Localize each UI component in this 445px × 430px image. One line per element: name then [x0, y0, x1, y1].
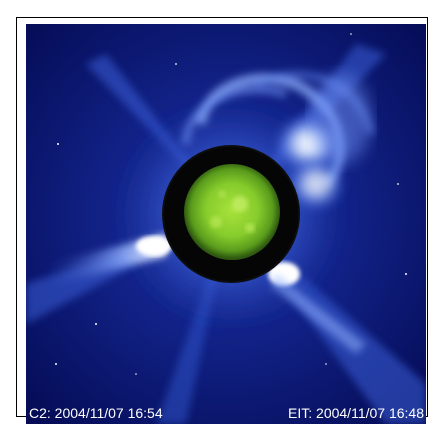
corona-scene [26, 24, 426, 424]
left-streamer [46, 234, 166, 286]
lower-right-streamer [271, 274, 366, 354]
cme-lower-glow [284, 154, 348, 214]
sun-disk [184, 164, 280, 260]
eit-timestamp: EIT: 2004/11/07 16:48 [288, 405, 424, 421]
left-streamer-core [136, 236, 172, 256]
sun-active-regions [210, 190, 255, 233]
cme-outer-glow [311, 74, 371, 164]
occulter-rim [162, 145, 300, 283]
coronagraph-image: C2: 2004/11/07 16:54 EIT: 2004/11/07 16:… [26, 24, 426, 424]
stars [55, 33, 407, 375]
c2-timestamp: C2: 2004/11/07 16:54 [29, 405, 163, 421]
